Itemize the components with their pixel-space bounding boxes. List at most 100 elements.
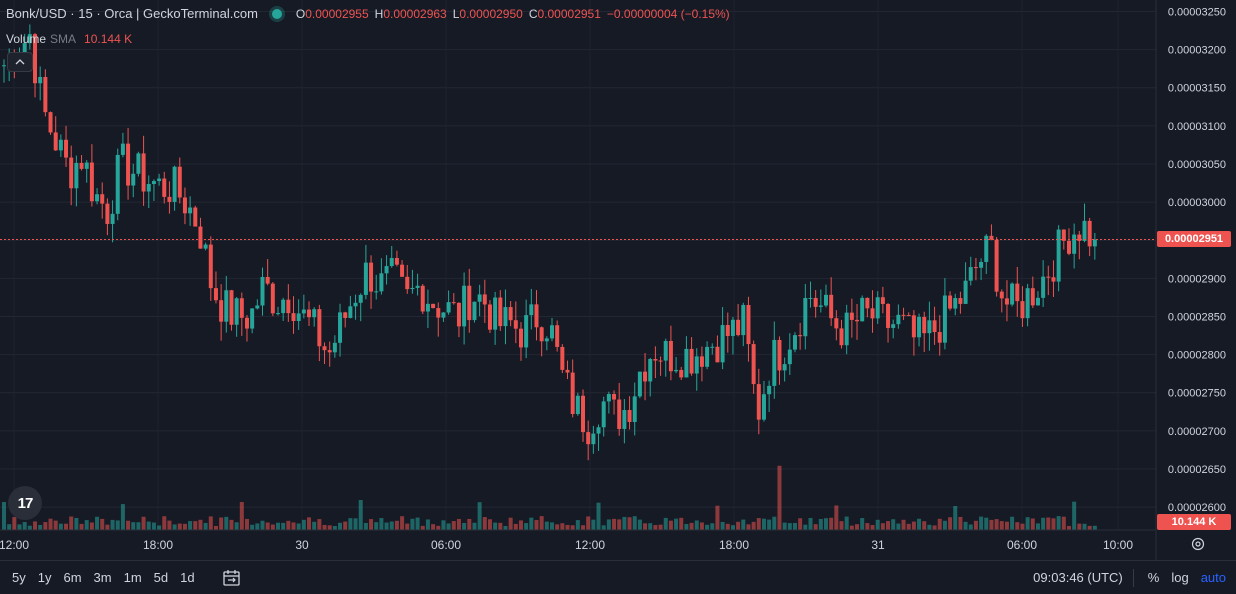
candle-body xyxy=(27,34,32,44)
range-5y-button[interactable]: 5y xyxy=(12,570,26,585)
candle-body xyxy=(260,277,265,306)
price-tick-label: 0.00003150 xyxy=(1168,83,1226,95)
candle-body xyxy=(431,303,436,309)
candle-body xyxy=(43,76,48,113)
candle-body xyxy=(508,307,513,321)
range-3m-button[interactable]: 3m xyxy=(93,570,112,585)
volume-bar xyxy=(989,519,994,530)
range-1d-button[interactable]: 1d xyxy=(180,570,195,585)
candle-body xyxy=(296,313,301,322)
candle-body xyxy=(948,295,953,309)
candle-body xyxy=(1087,220,1092,247)
candlestick-chart[interactable]: 0.00003250 0.00003200 0.00003150 0.00003100… xyxy=(0,0,1236,560)
candle-body xyxy=(798,335,803,337)
volume-bar xyxy=(296,523,301,530)
candle-body xyxy=(756,384,761,420)
candle-body xyxy=(503,307,508,327)
candle-body xyxy=(177,166,182,198)
log-scale-toggle[interactable]: log xyxy=(1171,570,1189,585)
price-change: −0.00000004 (−0.15%) xyxy=(606,6,730,21)
candle-body xyxy=(53,132,58,151)
candle-body xyxy=(767,385,772,395)
candle-body xyxy=(436,308,441,318)
volume-bar xyxy=(761,518,766,530)
collapse-legend-button[interactable] xyxy=(7,52,33,72)
candle-body xyxy=(286,299,291,314)
tradingview-logo[interactable]: 17 xyxy=(8,486,42,520)
time-tick-label: 12:00 xyxy=(0,538,29,552)
date-range-icon[interactable] xyxy=(221,567,243,589)
percent-scale-toggle[interactable]: % xyxy=(1147,570,1160,585)
volume-bar xyxy=(415,517,420,530)
candle-body xyxy=(1082,220,1087,241)
time-tick-label: 30 xyxy=(295,538,309,552)
candle-body xyxy=(389,257,394,267)
candle-body xyxy=(84,162,89,169)
candle-body xyxy=(886,303,891,328)
volume-bar xyxy=(891,519,896,530)
volume-bar xyxy=(524,523,529,530)
auto-scale-toggle[interactable]: auto xyxy=(1200,570,1226,585)
volume-bar xyxy=(503,525,508,530)
price-tick-label: 0.00002800 xyxy=(1168,350,1226,362)
volume-bar xyxy=(948,517,953,530)
candle-body xyxy=(265,277,270,284)
range-6m-button[interactable]: 6m xyxy=(63,570,82,585)
candle-body xyxy=(312,309,317,318)
candle-body xyxy=(317,309,322,347)
candle-body xyxy=(818,305,823,307)
volume-bar xyxy=(513,523,518,530)
gear-icon[interactable] xyxy=(1190,536,1206,552)
candle-body xyxy=(581,395,586,433)
volume-bar xyxy=(710,523,715,530)
candle-body xyxy=(968,267,973,281)
volume-bar xyxy=(182,523,187,530)
volume-bar xyxy=(953,506,958,530)
volume-bar xyxy=(855,524,860,530)
volume-bar xyxy=(89,522,94,530)
volume-bar xyxy=(984,517,989,530)
candle-body xyxy=(146,184,151,192)
candle-body xyxy=(679,369,684,378)
candle-body xyxy=(1030,288,1035,306)
candle-body xyxy=(89,162,94,202)
volume-bar xyxy=(699,522,704,530)
candle-body xyxy=(550,325,554,339)
price-tick-label: 0.00002700 xyxy=(1168,426,1226,438)
candle-body xyxy=(482,294,487,305)
range-1y-button[interactable]: 1y xyxy=(37,570,52,585)
range-1m-button[interactable]: 1m xyxy=(123,570,142,585)
volume-bar xyxy=(606,519,611,530)
candle-body xyxy=(637,371,642,397)
candle-body xyxy=(787,349,792,365)
chevron-up-icon xyxy=(15,59,25,65)
volume-bar xyxy=(270,524,275,530)
candle-body xyxy=(1051,277,1056,282)
candle-body xyxy=(244,317,249,329)
volume-legend[interactable]: Volume SMA 10.144 K xyxy=(6,32,132,46)
volume-bar xyxy=(720,521,725,530)
volume-bar xyxy=(803,524,808,530)
candle-body xyxy=(188,207,193,214)
candle-body xyxy=(792,335,797,350)
candle-body xyxy=(1056,229,1061,282)
candle-body xyxy=(834,318,839,329)
candle-body xyxy=(699,356,704,367)
candle-body xyxy=(105,203,110,224)
candle-body xyxy=(1015,283,1020,302)
candle-body xyxy=(1035,297,1040,306)
volume-bar xyxy=(198,519,203,530)
range-5d-button[interactable]: 5d xyxy=(153,570,169,585)
candle-body xyxy=(405,276,410,290)
candle-body xyxy=(307,309,312,318)
utc-clock[interactable]: 09:03:46 (UTC) xyxy=(1033,570,1123,585)
volume-bar xyxy=(844,516,849,530)
candle-body xyxy=(653,359,658,361)
candle-body xyxy=(663,340,668,361)
volume-bar xyxy=(937,518,942,530)
volume-bar xyxy=(379,518,384,530)
candle-body xyxy=(255,305,260,309)
volume-bar xyxy=(467,518,472,530)
volume-bar xyxy=(798,518,803,530)
price-tick-label: 0.00003200 xyxy=(1168,45,1226,57)
